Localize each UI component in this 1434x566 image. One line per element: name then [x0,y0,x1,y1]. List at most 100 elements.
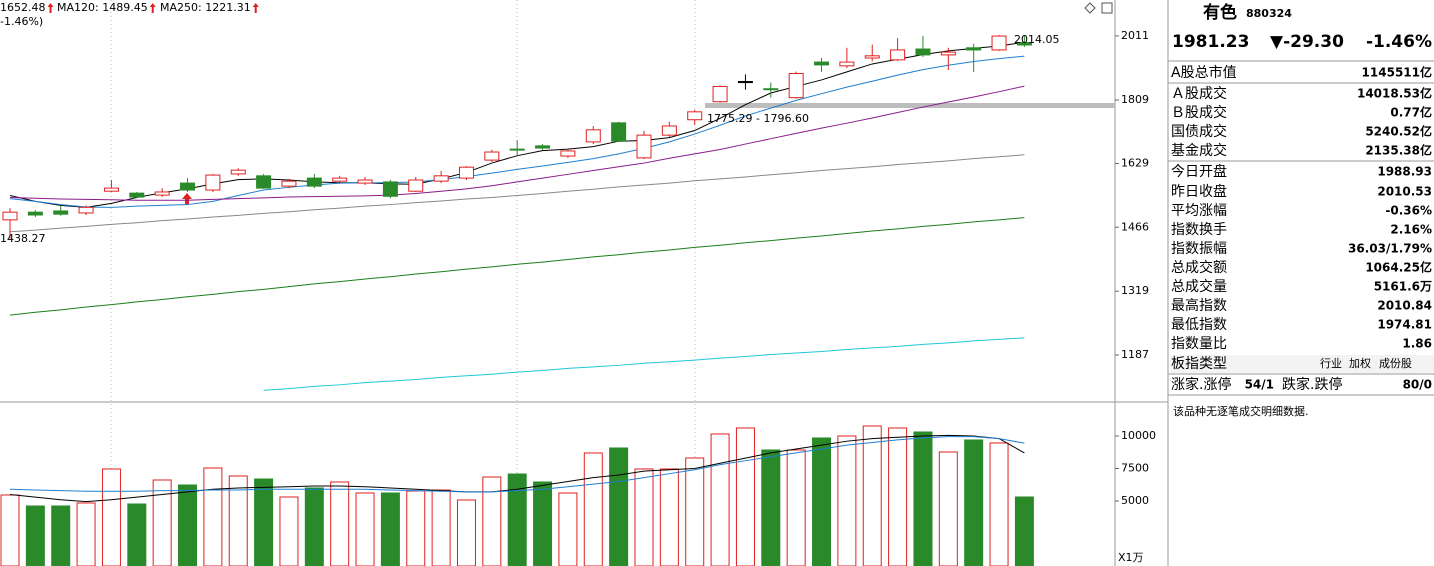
volume-bar [609,447,629,566]
volume-bar [51,505,71,566]
y-tick-label: 1809 [1121,93,1149,106]
row-value: 0.77亿 [1390,105,1432,120]
volume-bar [25,505,45,566]
volume-bar [1014,496,1034,566]
candle-body [509,148,525,151]
row-value: 36.03/1.79% [1348,242,1432,256]
candle-body [458,166,474,179]
up-arrow-icon [252,3,259,13]
candle-body [433,175,449,182]
candle-body [332,177,348,182]
candle-body [230,169,246,175]
candle-body [27,211,43,216]
ma-line [9,217,1025,316]
volume-bar [279,496,299,566]
volume-bar [938,451,958,566]
row-value: 1.86 [1402,337,1432,351]
volume-bar [152,479,172,566]
candle-body [763,88,779,91]
header-value: MA120: 1489.45 [57,1,148,14]
icon-diamond[interactable] [1084,2,1096,14]
volume-bar [913,431,933,566]
candle-body [687,111,703,121]
unit-label: X1万 [1118,551,1144,564]
candle-body [611,122,627,142]
annotation: 1775.29 - 1796.60 [707,112,809,125]
volume-bar [406,490,426,566]
candle-body [560,150,576,157]
volume-bar [989,442,1009,566]
stock-code: 880324 [1246,7,1292,20]
volume-bar [330,481,350,566]
volume-bar [710,433,730,566]
candle-body [78,206,94,214]
row-label: 基金成交 [1171,142,1227,159]
candle-body [408,179,424,192]
row-value: -0.36% [1385,204,1432,218]
volume-bar [862,425,882,566]
header-value: MA250: 1221.31 [160,1,251,14]
annotation: 1438.27 [0,232,46,245]
candle-body [737,81,753,84]
candle-body [306,177,322,187]
row-label: 今日开盘 [1171,163,1227,180]
volume-bar [203,467,223,566]
volume-bar [431,489,451,566]
row-value: 2010.84 [1377,299,1432,313]
candle-body [180,182,196,191]
row-value: 2010.53 [1377,185,1432,199]
row-value: 5240.52亿 [1365,124,1432,139]
volume-bar [304,487,324,566]
type-button[interactable]: 加权 [1349,357,1371,370]
volume-bar [456,499,476,566]
volume-bar [786,449,806,566]
volume-bar [355,492,375,566]
candle-body [2,211,18,221]
ma-line [9,154,1025,233]
row-value: 5161.6万 [1374,280,1432,294]
volume-bar [558,492,578,566]
candle-body [814,61,830,66]
volume-bar [228,475,248,566]
y-tick-label: 5000 [1121,494,1149,507]
type-label: 板指类型 [1171,356,1227,372]
y-tick-label: 10000 [1121,429,1156,442]
y-tick-label: 2011 [1121,29,1149,42]
volume-bar [888,427,908,566]
stock-name: 有色 [1203,2,1237,23]
volume-bar [659,468,679,566]
change: ▼-29.30 [1270,32,1344,52]
y-tick-label: 1629 [1121,156,1149,169]
type-button[interactable]: 成份股 [1379,357,1412,370]
row-label: 国债成交 [1171,123,1227,140]
candle-body [53,210,69,215]
candle-body [940,51,956,56]
up-arrow-icon [47,3,54,13]
type-button[interactable]: 行业 [1320,357,1342,370]
row-label: 最低指数 [1171,317,1227,333]
candle-body [661,125,677,136]
candle-body [281,180,297,187]
gap-band [705,103,1115,108]
row-value: 14018.53亿 [1357,86,1432,101]
volume-bar [812,437,832,566]
y-tick-label: 7500 [1121,461,1149,474]
ma-line [9,55,1025,208]
candle-body [103,187,119,192]
candle-body [382,181,398,197]
price: 1981.23 [1172,32,1249,52]
candle-body [712,85,728,103]
volume-bar [634,468,654,566]
row-value: 1064.25亿 [1365,260,1432,275]
candle-body [788,72,804,99]
icon-box[interactable] [1101,2,1113,14]
candle-body [966,47,982,51]
y-tick-label: 1319 [1121,284,1149,297]
volume-bar [178,484,198,566]
row-value: 1974.81 [1377,318,1432,332]
updown: 54/1 [1245,378,1274,392]
volume-bar [482,476,502,566]
volume-bar [254,478,274,566]
ma-line [9,85,1025,201]
